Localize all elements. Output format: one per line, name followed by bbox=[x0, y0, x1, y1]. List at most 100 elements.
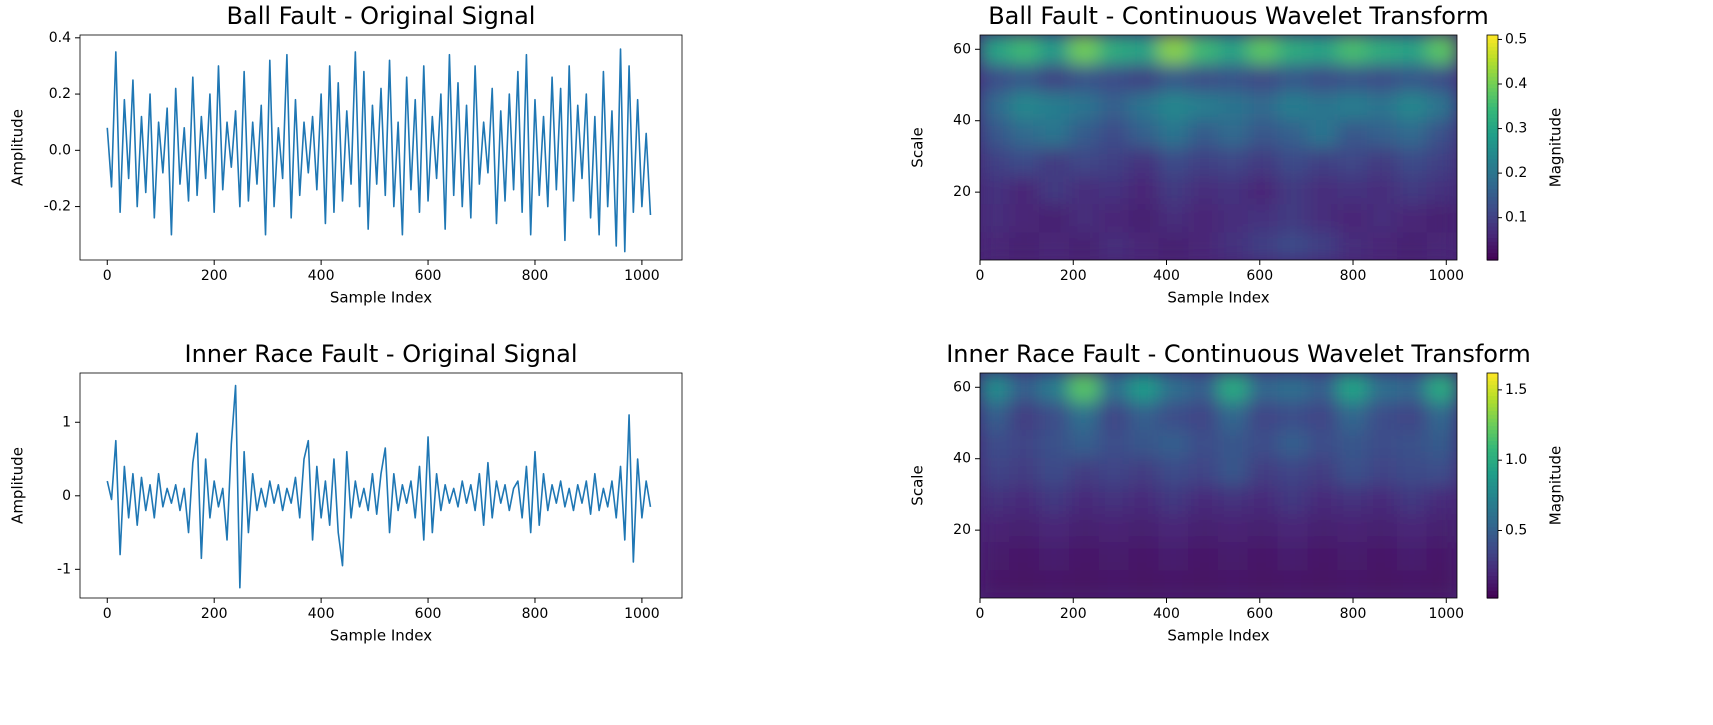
colorbar-step bbox=[1487, 76, 1498, 81]
y-tick-label: -0.2 bbox=[44, 199, 71, 215]
heatmap-cell bbox=[1396, 90, 1428, 120]
heatmap-cell bbox=[1098, 231, 1130, 260]
heatmap-cell bbox=[1396, 541, 1428, 571]
colorbar-step bbox=[1487, 478, 1498, 483]
y-axis-label: Scale bbox=[909, 465, 927, 505]
colorbar-step bbox=[1487, 519, 1498, 524]
colorbar-step bbox=[1487, 384, 1498, 389]
heatmap-cell bbox=[1367, 62, 1398, 92]
colorbar-step bbox=[1487, 560, 1498, 565]
heatmap-cell bbox=[1188, 118, 1219, 148]
heatmap-cell bbox=[1098, 35, 1130, 64]
heatmap-cell bbox=[1277, 485, 1309, 515]
heatmap-cell bbox=[1098, 203, 1130, 233]
heatmap-cell bbox=[1307, 569, 1339, 598]
colorbar-step bbox=[1487, 237, 1498, 242]
subplot-title: Inner Race Fault - Original Signal bbox=[185, 340, 578, 368]
heatmap-cell bbox=[1158, 400, 1190, 430]
heatmap-cell bbox=[1158, 513, 1190, 543]
heatmap bbox=[980, 35, 1457, 260]
heatmap-cell bbox=[1337, 118, 1369, 148]
heatmap-cell bbox=[1188, 203, 1219, 233]
x-axis-label: Sample Index bbox=[1167, 289, 1269, 307]
heatmap-cell bbox=[980, 62, 1011, 92]
colorbar-step bbox=[1487, 418, 1498, 423]
heatmap-cell bbox=[1337, 541, 1369, 571]
heatmap-cell bbox=[1247, 62, 1279, 92]
heatmap-cell bbox=[1098, 400, 1130, 430]
colorbar-step bbox=[1487, 61, 1498, 66]
heatmap-cell bbox=[1098, 175, 1130, 205]
heatmap-cell bbox=[1247, 569, 1279, 598]
heatmap-cell bbox=[1098, 569, 1130, 598]
x-tick-label: 0 bbox=[976, 268, 985, 284]
colorbar-step bbox=[1487, 594, 1498, 599]
heatmap-cell bbox=[1128, 62, 1160, 92]
heatmap-cell bbox=[980, 175, 1011, 205]
heatmap-cell bbox=[1218, 62, 1249, 92]
heatmap-cell bbox=[1068, 35, 1100, 64]
colorbar-step bbox=[1487, 155, 1498, 160]
colorbar-step bbox=[1487, 436, 1498, 442]
heatmap-cell bbox=[1337, 569, 1369, 598]
heatmap-cell bbox=[1158, 231, 1190, 260]
colorbar-frame bbox=[1486, 34, 1499, 261]
x-tick-label: 200 bbox=[1060, 268, 1087, 284]
colorbar-step bbox=[1487, 433, 1498, 438]
heatmap-cell bbox=[1426, 456, 1457, 486]
colorbar-step bbox=[1487, 215, 1498, 220]
heatmap-cell bbox=[1098, 485, 1130, 515]
heatmap-cell bbox=[1039, 90, 1070, 120]
heatmap-cell bbox=[1307, 62, 1339, 92]
heatmap-cell bbox=[1039, 428, 1070, 458]
heatmap-cell bbox=[1277, 90, 1309, 120]
heatmap-cell bbox=[980, 485, 1011, 515]
heatmap-cell bbox=[1307, 456, 1339, 486]
heatmap-cell bbox=[1337, 147, 1369, 177]
heatmap-cell bbox=[1396, 203, 1428, 233]
colorbar-step bbox=[1487, 102, 1498, 107]
heatmap-cell bbox=[1277, 569, 1309, 598]
heatmap-cell bbox=[1009, 485, 1041, 515]
colorbar-step bbox=[1487, 403, 1498, 408]
colorbar-step bbox=[1487, 132, 1498, 137]
heatmap-cell bbox=[1247, 456, 1279, 486]
colorbar-step bbox=[1487, 110, 1498, 115]
heatmap-cell bbox=[1367, 569, 1398, 598]
heatmap-cell bbox=[1188, 485, 1219, 515]
y-axis-label: Scale bbox=[909, 127, 927, 167]
heatmap-cell bbox=[1068, 456, 1100, 486]
colorbar-step bbox=[1487, 248, 1498, 254]
x-tick-label: 800 bbox=[522, 268, 549, 284]
heatmap-cell bbox=[1277, 428, 1309, 458]
heatmap-cell bbox=[1009, 35, 1041, 64]
colorbar-step bbox=[1487, 549, 1498, 554]
heatmap-cell bbox=[1098, 90, 1130, 120]
colorbar-step bbox=[1487, 98, 1498, 104]
heatmap-cell bbox=[1247, 147, 1279, 177]
heatmap-cell bbox=[1426, 231, 1457, 260]
colorbar-step bbox=[1487, 91, 1498, 96]
x-tick-label: 200 bbox=[201, 268, 228, 284]
heatmap-cell bbox=[1009, 118, 1041, 148]
colorbar-step bbox=[1487, 57, 1498, 62]
heatmap-cell bbox=[1307, 400, 1339, 430]
heatmap-cell bbox=[1068, 175, 1100, 205]
heatmap-cell bbox=[1367, 90, 1398, 120]
colorbar-tick-label: 0.2 bbox=[1505, 165, 1527, 181]
heatmap-cell bbox=[1367, 35, 1398, 64]
heatmap-cell bbox=[1396, 456, 1428, 486]
heatmap-cell bbox=[1098, 62, 1130, 92]
colorbar-step bbox=[1487, 192, 1498, 197]
colorbar-step bbox=[1487, 541, 1498, 547]
heatmap-cell bbox=[980, 428, 1011, 458]
heatmap-cell bbox=[1367, 373, 1398, 402]
heatmap-cell bbox=[1128, 456, 1160, 486]
heatmap-cell bbox=[1128, 231, 1160, 260]
colorbar-step bbox=[1487, 455, 1498, 460]
heatmap-cell bbox=[1068, 231, 1100, 260]
y-tick-label: 20 bbox=[953, 522, 971, 538]
heatmap-cell bbox=[1128, 400, 1160, 430]
y-tick-label: 40 bbox=[953, 451, 971, 467]
heatmap-cell bbox=[1218, 35, 1249, 64]
